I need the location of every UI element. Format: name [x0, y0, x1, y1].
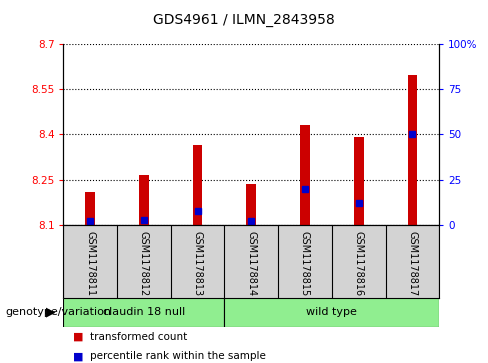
Bar: [407, 75, 417, 225]
Text: GSM1178817: GSM1178817: [407, 231, 417, 296]
Text: GSM1178811: GSM1178811: [85, 231, 95, 296]
Text: GSM1178813: GSM1178813: [193, 231, 203, 296]
Bar: [63, 298, 224, 327]
Bar: [139, 175, 149, 225]
Bar: [85, 192, 95, 225]
Bar: [224, 298, 439, 327]
Bar: [193, 145, 203, 225]
Text: ■: ■: [73, 331, 84, 342]
Text: transformed count: transformed count: [90, 331, 187, 342]
Text: wild type: wild type: [306, 307, 357, 317]
Bar: [246, 184, 256, 225]
Text: genotype/variation: genotype/variation: [5, 307, 111, 317]
Text: ■: ■: [73, 351, 84, 362]
Text: percentile rank within the sample: percentile rank within the sample: [90, 351, 266, 362]
Text: GDS4961 / ILMN_2843958: GDS4961 / ILMN_2843958: [153, 13, 335, 27]
Text: GSM1178814: GSM1178814: [246, 231, 256, 296]
Bar: [354, 137, 364, 225]
Text: claudin 18 null: claudin 18 null: [103, 307, 185, 317]
Text: GSM1178816: GSM1178816: [354, 231, 364, 296]
Text: GSM1178812: GSM1178812: [139, 231, 149, 296]
Bar: [300, 125, 310, 225]
Text: GSM1178815: GSM1178815: [300, 231, 310, 296]
Text: ▶: ▶: [46, 306, 56, 319]
